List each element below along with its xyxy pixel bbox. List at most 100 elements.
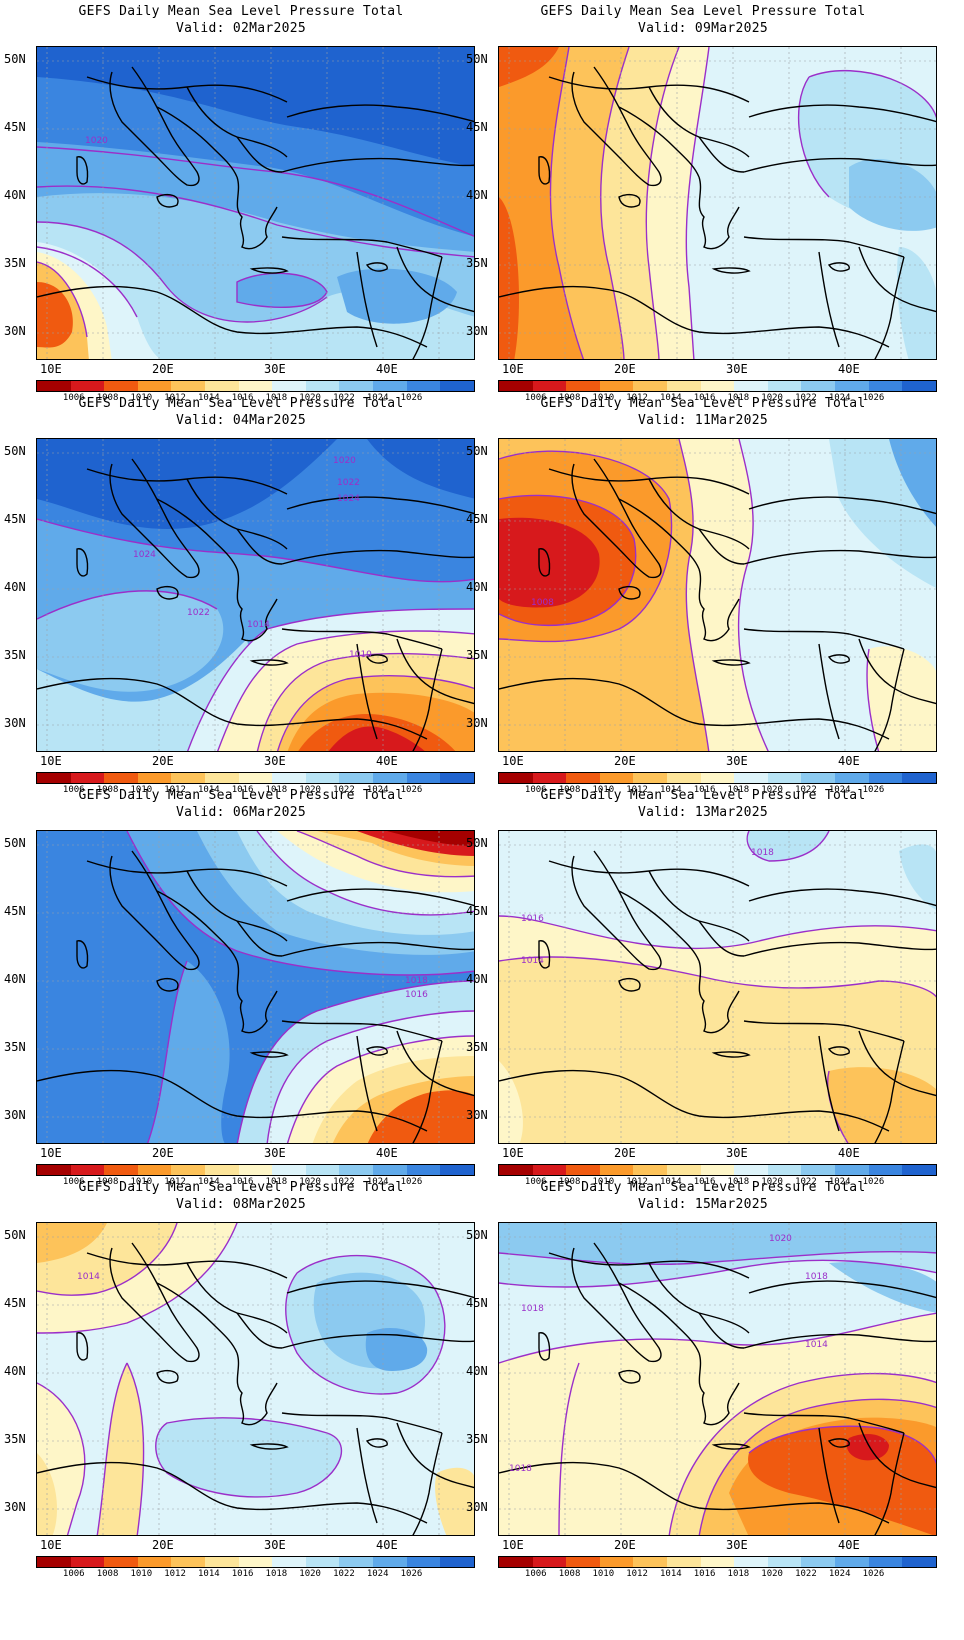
colorbar-tick-label: 1006 — [524, 393, 547, 403]
coastline-border — [281, 628, 443, 650]
colorbar-tick-label: 1018 — [265, 1569, 288, 1579]
coastline-border — [156, 1282, 238, 1354]
colorbar-tick-label: 1024 — [366, 1569, 389, 1579]
colorbar-tick-label: 1022 — [333, 1177, 355, 1187]
colorbar-swatch — [801, 1557, 836, 1567]
coastline-border — [874, 256, 905, 359]
colorbar-tick-label: 1008 — [96, 785, 119, 795]
isobar-line — [266, 1010, 474, 1143]
latitude-tick-label: 40N — [466, 1364, 488, 1378]
colorbar-tick-label: 1026 — [400, 1569, 423, 1579]
latitude-tick-label: 45N — [466, 904, 488, 918]
colorbar-swatch — [902, 1557, 936, 1567]
panel-valid-date: Valid: 11Mar2025 — [637, 413, 769, 428]
latitude-tick-label: 30N — [466, 1500, 488, 1514]
coastline-border — [236, 920, 283, 957]
colorbar-swatch — [868, 381, 903, 391]
latitude-tick-label: 30N — [4, 1500, 26, 1514]
colorbar-swatch — [272, 381, 306, 391]
longitude-tick-label: 40E — [376, 1538, 398, 1552]
coastline-border — [281, 236, 443, 258]
latitude-tick-label: 30N — [466, 1108, 488, 1122]
isobar-line — [285, 1254, 446, 1395]
panel-valid-date: Valid: 02Mar2025 — [175, 21, 307, 36]
colorbar-swatch — [238, 1165, 273, 1175]
longitude-tick-label: 40E — [376, 754, 398, 768]
panel-valid-date: Valid: 09Mar2025 — [637, 21, 769, 36]
colorbar-swatch — [339, 1557, 374, 1567]
coastline-border — [286, 496, 474, 515]
coastline-border — [236, 960, 278, 1034]
coastline-border — [236, 136, 283, 173]
latitude-tick-label: 30N — [466, 716, 488, 730]
coastline-border — [396, 1030, 474, 1097]
longitude-tick-label: 20E — [152, 754, 174, 768]
coastline-border — [711, 1443, 751, 1450]
colorbar-tick-label: 1026 — [862, 785, 885, 795]
longitude-tick-label: 20E — [614, 1538, 636, 1552]
coastline-border — [698, 568, 740, 642]
coastline-border — [186, 478, 288, 550]
latitude-tick-label: 40N — [4, 1364, 26, 1378]
latitude-tick-label: 50N — [4, 52, 26, 66]
isobar-label: 1016 — [521, 914, 544, 924]
colorbar-swatch — [902, 1165, 936, 1175]
colorbar-tick-label: 1006 — [524, 1569, 547, 1579]
colorbar-swatch — [137, 1557, 172, 1567]
colorbar-tick-label: 1012 — [164, 1569, 186, 1579]
coastline-border — [748, 888, 936, 907]
isobar-line — [37, 1223, 238, 1334]
latitude-tick-label: 45N — [4, 120, 26, 134]
isobar-label: 1014 — [805, 1340, 828, 1350]
coastline-border — [698, 960, 740, 1034]
pressure-colorbar — [36, 772, 475, 784]
isobar-line — [746, 831, 830, 862]
colorbar-tick-label: 1016 — [231, 785, 254, 795]
pressure-band — [147, 961, 230, 1143]
panel-title: GEFS Daily Mean Sea Level Pressure Total — [78, 4, 404, 19]
isobar-line — [600, 47, 630, 359]
pressure-band — [37, 222, 474, 359]
mslp-map-panel: GEFS Daily Mean Sea Level Pressure Total… — [462, 392, 944, 802]
isobar-line — [737, 439, 769, 751]
isobar-line — [37, 221, 328, 323]
colorbar-tick-label: 1014 — [198, 1569, 220, 1579]
colorbar-tick-label: 1022 — [333, 393, 355, 403]
isobar-line — [37, 1382, 86, 1535]
colorbar-tick-label: 1008 — [558, 1569, 581, 1579]
colorbar-swatch — [633, 381, 668, 391]
coastline-border — [743, 628, 905, 650]
isobar-line — [499, 450, 673, 643]
latitude-tick-label: 50N — [466, 836, 488, 850]
colorbar-swatch — [104, 381, 138, 391]
coastline-border — [748, 1280, 936, 1299]
isobar-line — [37, 261, 88, 338]
colorbar-tick-label: 1024 — [366, 785, 389, 795]
isobar-line — [645, 47, 680, 359]
longitude-tick-label: 10E — [40, 362, 62, 376]
colorbar-swatch — [238, 773, 273, 783]
pressure-map: 1020 1018 1018 1014 1018 — [498, 1222, 937, 1536]
pressure-band — [37, 1223, 107, 1263]
latitude-tick-label: 40N — [4, 188, 26, 202]
pressure-field-svg: 1014 — [37, 1223, 474, 1535]
panel-valid-date: Valid: 15Mar2025 — [637, 1197, 769, 1212]
coastline-border — [711, 1051, 751, 1058]
coastline-border — [618, 1369, 641, 1384]
coastline-border — [743, 1333, 936, 1349]
isobar-label: 1022 — [187, 608, 210, 618]
latitude-tick-label: 45N — [4, 512, 26, 526]
isobar-line — [808, 69, 936, 119]
isobar-line — [276, 675, 474, 751]
isobar-label: 1022 — [337, 478, 360, 488]
coastline-border — [365, 1046, 388, 1056]
colorbar-tick-label: 1020 — [761, 1177, 783, 1187]
colorbar-tick-label: 1016 — [693, 1569, 716, 1579]
longitude-tick-label: 30E — [726, 1146, 748, 1160]
colorbar-swatch — [633, 1165, 668, 1175]
coastline-border — [818, 1427, 840, 1524]
colorbar-swatch — [835, 773, 869, 783]
isobar-label: 1014 — [521, 956, 544, 966]
coastline-border — [818, 1035, 840, 1132]
isobar-label: 1018 — [751, 848, 774, 858]
